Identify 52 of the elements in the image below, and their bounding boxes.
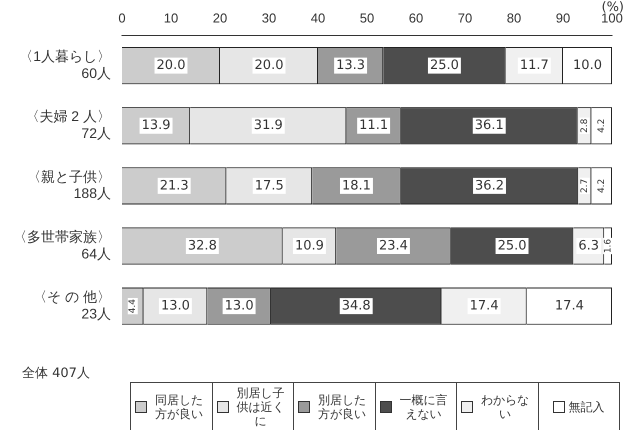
text: 1.6 xyxy=(603,238,614,254)
text: 10.0 xyxy=(573,58,602,74)
text: 17.4 xyxy=(470,298,499,314)
text: 25.0 xyxy=(498,238,527,254)
text: 36.1 xyxy=(474,118,504,134)
text: 17.5 xyxy=(254,178,284,194)
x-tick-label: 40 xyxy=(310,10,326,26)
y-tick-label: 〈1人暮らし〉 60人 xyxy=(19,48,111,81)
text: 36.2 xyxy=(475,178,504,194)
text: 13.0 xyxy=(160,298,190,314)
legend-label: わからない xyxy=(480,393,530,421)
text: 31.9 xyxy=(254,118,283,134)
y-tick-label: 〈多世帯家族〉 64人 xyxy=(13,228,111,262)
x-tick-label: 0 xyxy=(118,10,126,26)
text: 20.0 xyxy=(254,58,284,74)
x-tick-label: 90 xyxy=(556,10,570,26)
text: 13.3 xyxy=(336,58,366,74)
text: 全体 407人 xyxy=(22,365,90,382)
text: 25.0 xyxy=(430,58,459,74)
text: 10.9 xyxy=(294,238,324,254)
legend-label: 同居した方が良い xyxy=(154,393,204,421)
text: 17.4 xyxy=(554,298,584,314)
text: 13.0 xyxy=(224,298,254,314)
x-tick-label: 70 xyxy=(458,10,472,26)
text: 4.2 xyxy=(597,178,608,194)
x-tick-label: 10 xyxy=(164,10,178,26)
text: 6.3 xyxy=(578,238,600,254)
text: 13.9 xyxy=(142,118,171,134)
x-tick-label: 50 xyxy=(360,10,374,26)
text: 34.8 xyxy=(342,298,371,314)
text: 2.7 xyxy=(580,178,590,194)
x-tick-label: 60 xyxy=(408,10,424,26)
text: 11.1 xyxy=(359,118,388,134)
text: 4.2 xyxy=(597,118,608,133)
y-tick-label: 〈夫婦 2 人〉 72人 xyxy=(25,108,111,142)
x-tick-label: 30 xyxy=(262,10,276,26)
legend-label: 一概に言えない xyxy=(398,393,448,421)
y-tick-label: 〈そ の 他〉 23人 xyxy=(33,288,111,322)
text: 2.8 xyxy=(580,118,590,133)
x-tick-label: 20 xyxy=(212,10,228,26)
text: 21.3 xyxy=(160,178,189,194)
y-tick-label: 〈親と子供〉 188人 xyxy=(27,168,111,202)
legend-label: 無記入 xyxy=(568,400,604,414)
text: 4.4 xyxy=(128,298,138,314)
text: 32.8 xyxy=(188,238,217,254)
text: 23.4 xyxy=(378,238,408,254)
text: 18.1 xyxy=(342,178,371,194)
text: 20.0 xyxy=(156,58,186,74)
text: 11.7 xyxy=(520,58,549,74)
x-tick-label: 80 xyxy=(506,10,522,26)
legend-label: 別居し子供は近くに xyxy=(235,386,286,428)
legend-label: 別居した方が良い xyxy=(316,393,367,421)
